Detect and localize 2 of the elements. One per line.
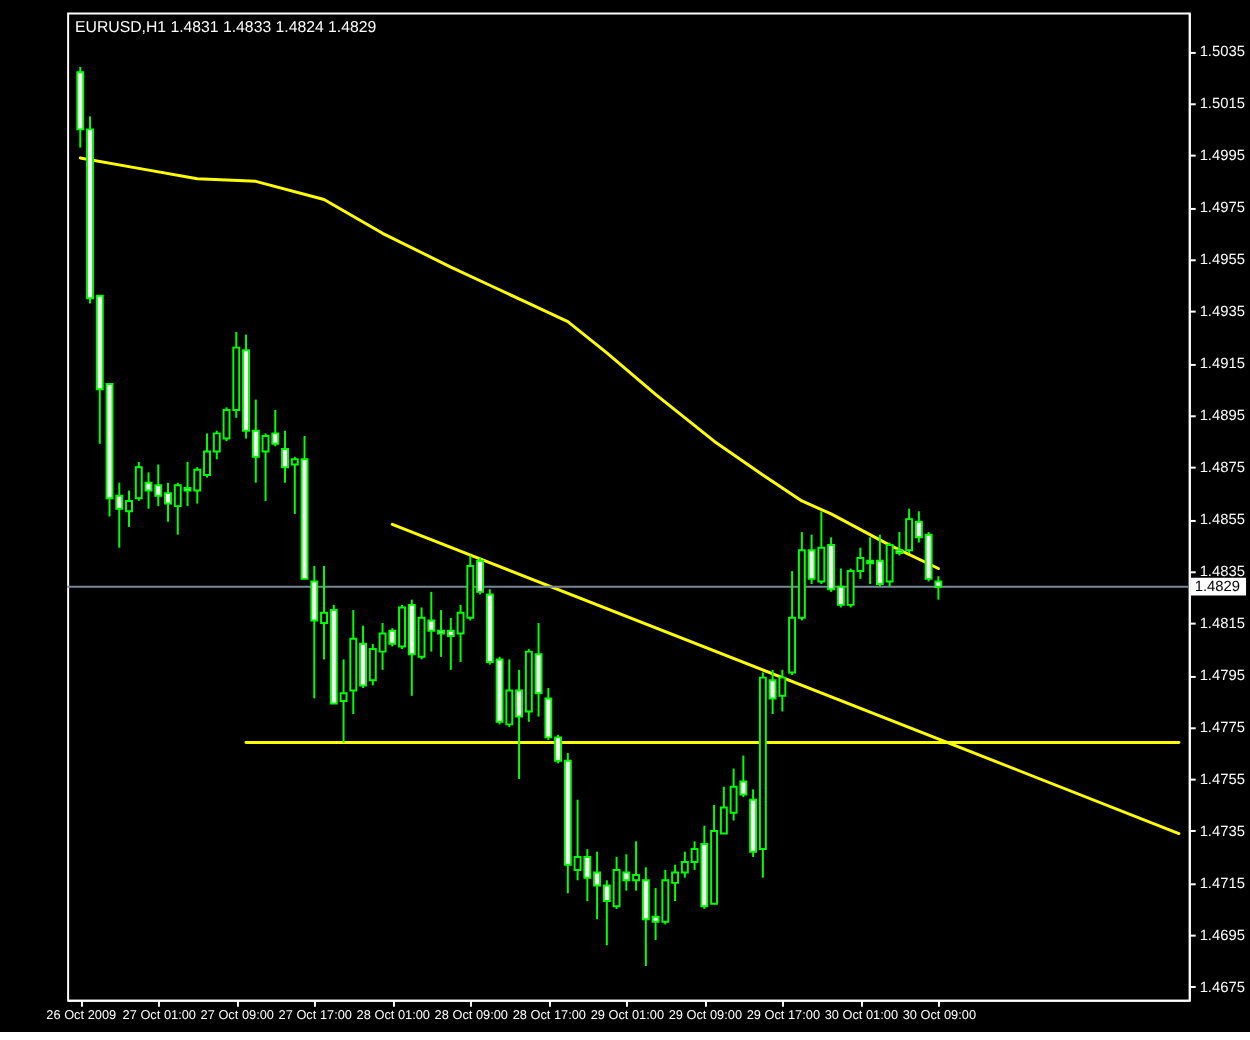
candlestick (934, 575, 943, 601)
chart-title: EURUSD,H1 1.4831 1.4833 1.4824 1.4829 (75, 18, 377, 37)
